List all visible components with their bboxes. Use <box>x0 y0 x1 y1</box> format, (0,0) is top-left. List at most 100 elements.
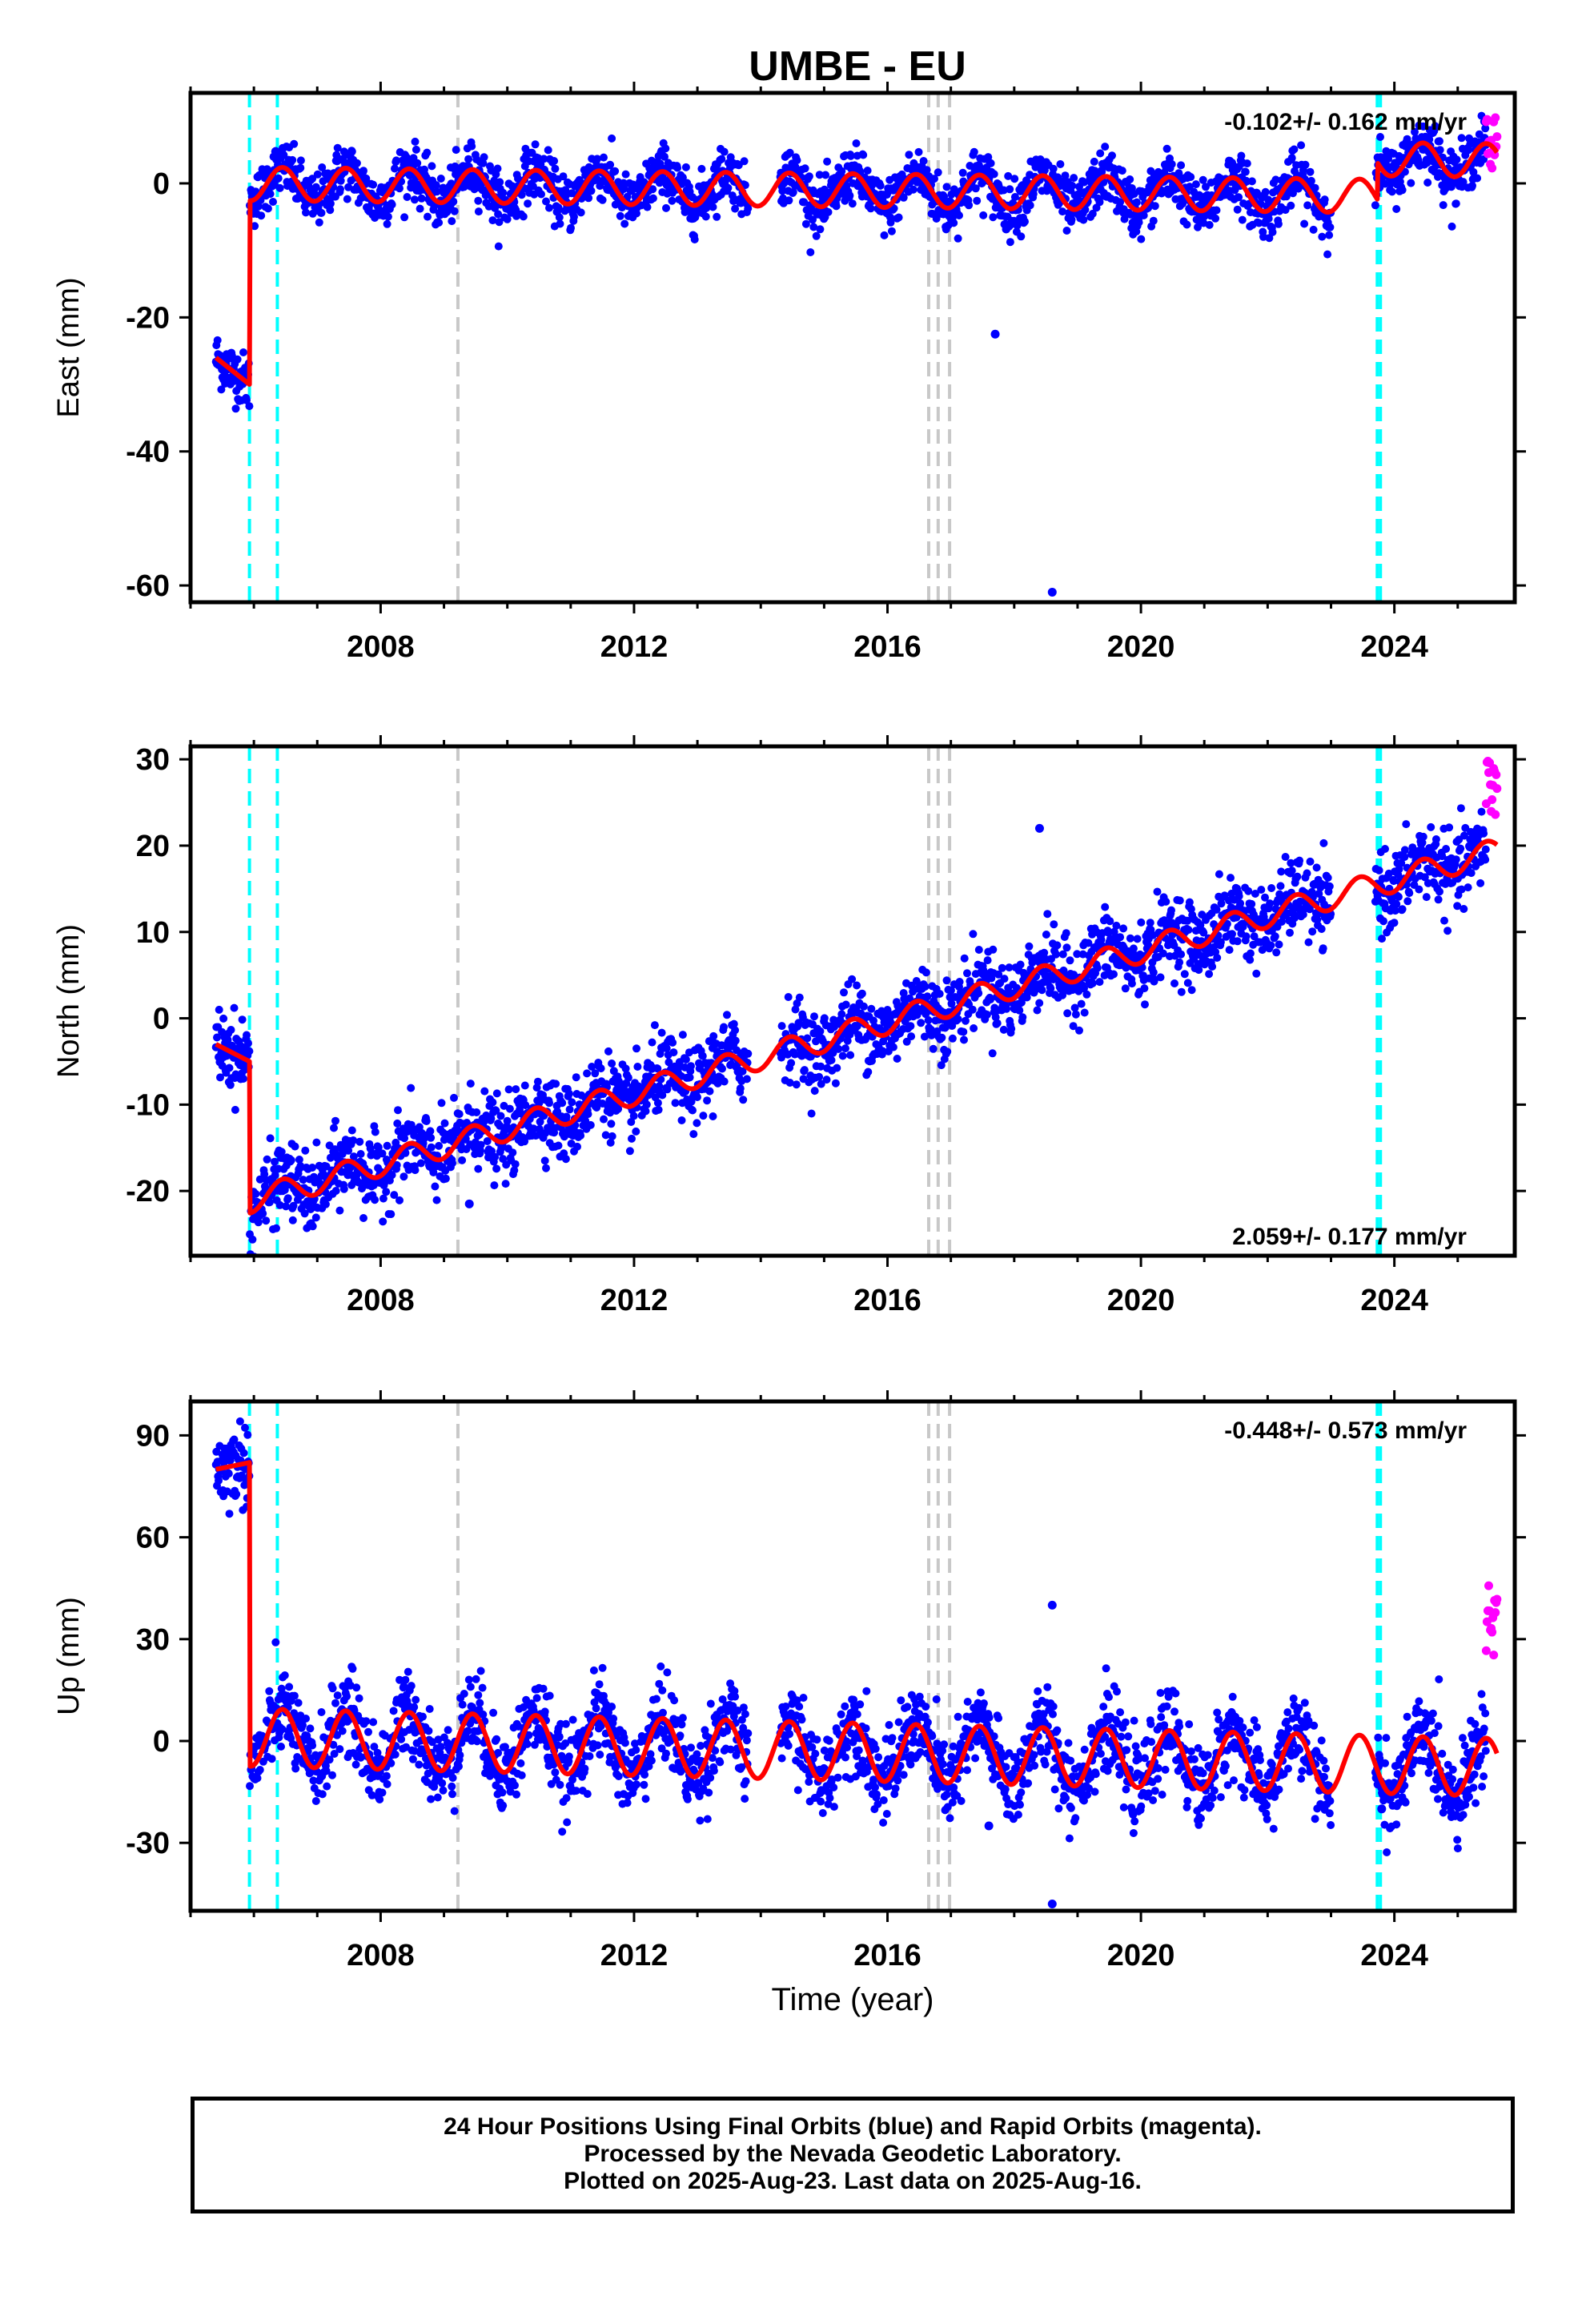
data-point <box>1439 201 1447 210</box>
data-point <box>450 1093 458 1102</box>
data-point <box>508 1148 517 1157</box>
data-point <box>654 1105 663 1114</box>
data-point <box>703 1096 712 1105</box>
data-point <box>235 1417 244 1425</box>
data-point <box>271 1638 280 1647</box>
data-point <box>369 1718 378 1727</box>
data-point <box>1247 177 1256 186</box>
data-point <box>809 223 818 231</box>
x-tick-label: 2020 <box>1107 630 1175 664</box>
data-point <box>932 215 941 223</box>
data-point <box>503 1116 512 1125</box>
rapid-point <box>1492 770 1501 779</box>
data-point <box>1242 932 1251 941</box>
data-point <box>1133 935 1142 943</box>
data-point <box>697 164 706 173</box>
data-point <box>889 1043 897 1051</box>
data-point <box>1434 895 1443 904</box>
data-point <box>693 1119 701 1128</box>
data-point <box>379 1217 387 1226</box>
plot-area-up <box>211 1401 1502 1911</box>
data-point <box>464 155 473 163</box>
data-point <box>318 1790 327 1799</box>
data-point <box>623 192 632 201</box>
data-point <box>959 1027 968 1036</box>
data-point <box>326 206 335 215</box>
data-point <box>793 156 801 165</box>
data-point <box>355 1137 364 1146</box>
data-point <box>999 1025 1008 1034</box>
data-point <box>424 212 432 221</box>
data-point <box>1394 892 1403 901</box>
data-point <box>1162 897 1170 906</box>
data-point <box>889 204 898 213</box>
data-point <box>1238 215 1247 224</box>
data-point <box>596 1064 605 1073</box>
y-tick-label: -20 <box>126 301 170 335</box>
data-point <box>816 1027 825 1035</box>
data-point <box>474 207 483 216</box>
data-point <box>239 1075 247 1083</box>
data-point <box>383 212 392 221</box>
data-point <box>1035 999 1044 1007</box>
data-point <box>1212 206 1221 215</box>
data-point <box>468 142 476 151</box>
data-point <box>907 1032 916 1041</box>
data-point <box>611 167 620 175</box>
data-point <box>1469 167 1478 176</box>
data-point <box>1112 921 1121 930</box>
data-point <box>435 219 444 227</box>
data-point <box>241 1423 249 1432</box>
data-point <box>1323 874 1332 882</box>
data-point <box>491 203 500 212</box>
data-point <box>1067 215 1076 224</box>
data-point <box>407 1084 416 1092</box>
data-point <box>288 155 297 164</box>
data-point <box>1325 882 1334 891</box>
data-point <box>1010 175 1019 183</box>
data-point <box>269 198 277 206</box>
final-orbit-points-east <box>211 111 1490 597</box>
data-point <box>608 1059 616 1068</box>
data-point <box>690 235 699 243</box>
data-point <box>731 1036 740 1045</box>
data-point <box>474 1164 483 1173</box>
data-point <box>422 173 431 182</box>
data-point <box>852 139 861 147</box>
data-point <box>693 1093 701 1101</box>
data-point <box>387 200 396 209</box>
data-point <box>648 194 657 203</box>
data-point <box>1096 149 1105 158</box>
data-point <box>552 1080 560 1088</box>
data-point <box>396 1196 404 1204</box>
data-point <box>1127 979 1136 988</box>
data-point <box>990 170 998 179</box>
data-point <box>1183 979 1192 987</box>
data-point <box>1153 887 1162 896</box>
data-point <box>519 212 528 221</box>
data-point <box>1319 944 1327 953</box>
data-point <box>383 1141 391 1150</box>
data-point <box>499 188 508 197</box>
data-point <box>531 140 540 149</box>
data-point <box>598 195 607 204</box>
data-point <box>1228 930 1236 939</box>
data-point <box>561 1155 570 1164</box>
data-point <box>616 211 624 220</box>
data-point <box>492 1089 501 1098</box>
data-point <box>277 1743 285 1751</box>
data-point <box>970 147 978 156</box>
data-point <box>1452 155 1461 164</box>
data-point <box>958 168 967 177</box>
data-point <box>225 1510 234 1518</box>
data-point <box>537 190 545 199</box>
data-point <box>1323 250 1332 259</box>
data-point <box>417 194 426 203</box>
data-point <box>351 1760 360 1769</box>
data-point <box>1038 986 1046 995</box>
data-point <box>606 160 615 169</box>
data-point <box>1398 186 1407 195</box>
data-point <box>1018 1013 1027 1022</box>
data-point <box>1411 127 1419 136</box>
